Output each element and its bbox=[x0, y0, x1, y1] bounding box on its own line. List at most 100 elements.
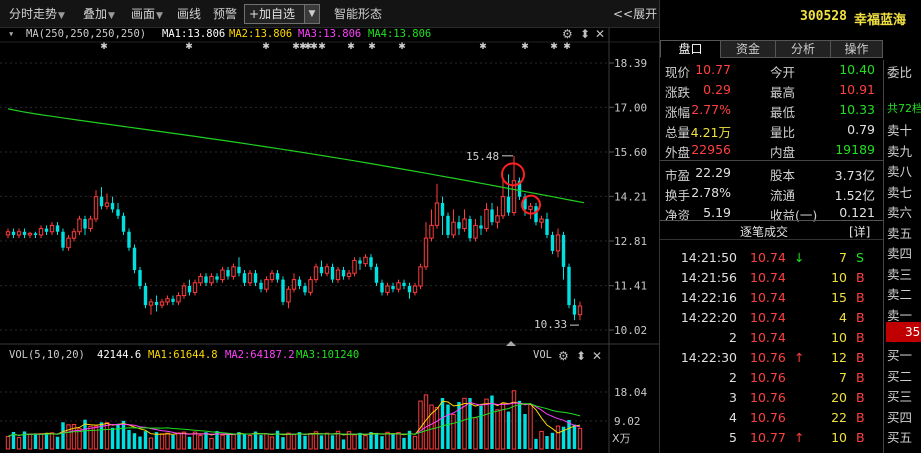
volume-bar bbox=[374, 432, 379, 449]
chevron-down-icon[interactable]: ▼ bbox=[304, 5, 319, 23]
ask-level-label: 卖二 bbox=[887, 287, 913, 302]
close-icon[interactable]: ✕ bbox=[595, 27, 606, 41]
volume-bar bbox=[215, 431, 219, 449]
price-axis-label: 11.41 bbox=[614, 280, 647, 293]
volume-bar bbox=[346, 431, 352, 450]
quote-label: 净资 bbox=[665, 208, 691, 223]
volume-bar bbox=[303, 435, 307, 449]
volume-bar bbox=[407, 430, 412, 449]
candle-body bbox=[16, 231, 22, 236]
tab-operate[interactable]: 操作 bbox=[830, 40, 883, 58]
intraday-menu[interactable]: 分时走势▼ bbox=[9, 5, 65, 23]
candle-body bbox=[484, 208, 489, 230]
tab-order-book[interactable]: 盘口 bbox=[660, 40, 721, 58]
volume-bar bbox=[148, 437, 154, 450]
volume-bar bbox=[269, 436, 275, 450]
volume-bar bbox=[528, 404, 533, 450]
quote-value: 10.33 bbox=[839, 102, 875, 117]
overlay-menu[interactable]: 叠加▼ bbox=[83, 5, 115, 23]
candle-body bbox=[303, 285, 307, 293]
candlesticks bbox=[5, 155, 583, 321]
candle-body bbox=[187, 285, 192, 293]
volume-ma-line bbox=[7, 403, 581, 437]
tab-funds[interactable]: 资金 bbox=[720, 40, 776, 58]
volume-bar bbox=[545, 436, 549, 449]
alert-button[interactable]: 预警 bbox=[213, 7, 238, 21]
volume-bar bbox=[412, 435, 418, 450]
volume-bar bbox=[192, 431, 198, 450]
chevron-down-icon: ▼ bbox=[156, 11, 163, 21]
quote-row: 外盘 22956 内盘 19189 bbox=[660, 140, 883, 160]
volume-bar bbox=[380, 436, 384, 449]
volume-bar bbox=[490, 395, 494, 449]
candle-body bbox=[209, 275, 214, 284]
ask-level-label: 卖八 bbox=[887, 164, 913, 179]
candle-body bbox=[346, 272, 352, 277]
gear-icon[interactable]: ⚙ bbox=[558, 349, 569, 363]
volume-bar bbox=[391, 434, 395, 449]
tick-direction-icon: ↑ bbox=[794, 350, 805, 365]
tick-time: 4 bbox=[729, 410, 737, 425]
chevron-down-icon[interactable]: ▾ bbox=[8, 28, 15, 40]
tick-time: 14:22:16 bbox=[680, 290, 737, 305]
quote-label: 涨幅 bbox=[665, 105, 691, 120]
candle-body bbox=[192, 282, 198, 293]
chevron-up-down-icon[interactable]: ⬍ bbox=[580, 27, 591, 41]
quote-value: 0.29 bbox=[703, 82, 731, 97]
tick-volume: 7 bbox=[839, 250, 847, 265]
candle-body bbox=[517, 180, 522, 197]
kline-chart[interactable]: ✱ ✱ ✱ ✱ ✱✱✱ ✱ ✱ ✱ ✱ ✱ ✱ ✱ ✱ 18.3917.0015.6014.2112.8… bbox=[0, 0, 659, 453]
ma250-line bbox=[7, 108, 585, 204]
volume-bar bbox=[511, 390, 517, 450]
gear-icon[interactable]: ⚙ bbox=[562, 27, 573, 41]
candle-body bbox=[567, 266, 571, 306]
quote-row: 市盈 22.29 股本 3.73亿 bbox=[660, 163, 883, 183]
candle-body bbox=[555, 234, 561, 252]
quote-value: 10.77 bbox=[695, 62, 731, 77]
tick-time: 14:21:50 bbox=[680, 250, 737, 265]
candle-body bbox=[308, 279, 313, 293]
quote-tabs: 盘口 资金 分析 操作 bbox=[660, 40, 883, 58]
tick-side: B bbox=[856, 310, 865, 325]
candle-body bbox=[572, 305, 577, 315]
low-price-label: 10.33 bbox=[534, 318, 567, 331]
ma-indicator-name[interactable]: MA(250,250,250,250) bbox=[26, 28, 147, 40]
expand-button[interactable]: <<展开 bbox=[613, 7, 658, 21]
volume-bar bbox=[363, 435, 368, 450]
add-watchlist-button[interactable]: +加自选 ▼ bbox=[244, 4, 320, 24]
candle-body bbox=[237, 266, 241, 274]
tick-row: 14:22:30 10.76 ↑ 12 B bbox=[660, 348, 883, 368]
volume-bar bbox=[171, 434, 175, 449]
vol-indicator-name[interactable]: VOL(5,10,20) bbox=[9, 349, 85, 361]
volume-bar bbox=[319, 435, 324, 449]
candle-body bbox=[335, 269, 341, 281]
vol-ma2-value: MA2:64187.2 bbox=[225, 349, 295, 361]
ma4-value: MA4:13.806 bbox=[368, 28, 432, 40]
tab-analysis[interactable]: 分析 bbox=[775, 40, 831, 58]
candle-body bbox=[468, 218, 472, 239]
volume-bar bbox=[231, 433, 236, 450]
quote-label: 量比 bbox=[770, 125, 796, 140]
view-menu[interactable]: 画面▼ bbox=[131, 5, 163, 23]
quote-value: 19189 bbox=[835, 142, 875, 157]
close-icon[interactable]: ✕ bbox=[592, 349, 603, 363]
volume-bar bbox=[286, 432, 291, 450]
ticks-detail-link[interactable]: [详] bbox=[849, 225, 871, 239]
tick-row: 2 10.76 7 B bbox=[660, 368, 883, 388]
tick-volume: 15 bbox=[831, 290, 847, 305]
tick-side: B bbox=[856, 370, 865, 385]
candle-body bbox=[176, 295, 181, 303]
smart-pattern-button[interactable]: 智能形态 bbox=[334, 7, 383, 21]
volume-bar bbox=[567, 419, 571, 449]
ask-level-label: 卖六 bbox=[887, 205, 913, 220]
chevron-up-down-icon[interactable]: ⬍ bbox=[576, 349, 587, 363]
candle-body bbox=[495, 215, 500, 223]
candle-body bbox=[44, 228, 49, 232]
draw-line-button[interactable]: 画线 bbox=[177, 7, 202, 21]
tick-price: 10.76 bbox=[750, 410, 786, 425]
tick-price: 10.74 bbox=[750, 310, 786, 325]
chevron-down-icon: ▼ bbox=[108, 11, 115, 21]
volume-bar bbox=[104, 422, 110, 450]
tick-volume: 10 bbox=[831, 270, 847, 285]
tick-time: 14:22:20 bbox=[680, 310, 737, 325]
